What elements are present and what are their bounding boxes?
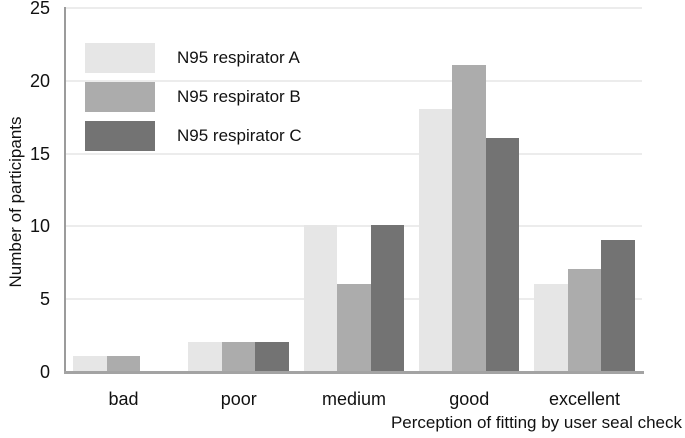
x-category-label-medium: medium [321,389,387,409]
legend-swatch-n95-respirator-a [85,43,155,73]
x-category-label-poor: poor [220,389,257,409]
bar-n95-respirator-c-good [485,138,520,371]
bar-n95-respirator-a-bad [73,356,107,371]
y-tick-label-20: 20 [29,70,50,91]
gridline-25 [66,7,642,9]
y-axis-line [64,7,66,373]
bar-n95-respirator-b-bad [106,356,140,371]
y-tick-label-0: 0 [39,362,50,382]
bar-group-poor [188,8,289,371]
bar-n95-respirator-a-poor [188,342,222,371]
bar-n95-respirator-b-good [452,65,486,371]
legend-item-n95-respirator-a: N95 respirator A [85,43,302,73]
bar-group-good [418,8,520,371]
x-axis-title: Perception of fitting by user seal check [390,413,682,432]
legend-item-n95-respirator-b: N95 respirator B [85,82,302,112]
legend-swatch-n95-respirator-b [85,82,155,112]
y-tick-label-10: 10 [29,216,50,237]
bar-n95-respirator-b-excellent [567,269,601,371]
legend-item-n95-respirator-c: N95 respirator C [85,121,302,151]
bar-group-bad [73,8,174,371]
y-axis-title: Number of participants [6,116,25,288]
gridline-20 [66,79,642,82]
legend-label-n95-respirator-c: N95 respirator C [177,126,302,145]
y-tick-label-25: 25 [29,0,50,18]
bar-n95-respirator-c-medium [370,225,404,371]
x-axis-line [64,371,644,374]
bar-n95-respirator-b-poor [221,342,256,371]
bar-n95-respirator-a-good [418,109,453,371]
gridline-10 [66,225,642,228]
legend-label-n95-respirator-a: N95 respirator A [177,48,300,67]
y-tick-label-5: 5 [39,289,50,310]
bar-n95-respirator-b-medium [337,284,371,371]
legend-swatch-n95-respirator-c [85,121,155,151]
bar-group-excellent [534,8,635,371]
bar-n95-respirator-a-medium [303,225,337,371]
x-category-label-good: good [449,389,490,409]
x-category-label-bad: bad [108,389,139,409]
bar-n95-respirator-c-excellent [601,240,635,371]
bar-n95-respirator-c-poor [255,342,289,371]
y-tick-label-15: 15 [29,143,50,164]
legend-label-n95-respirator-b: N95 respirator B [177,87,301,106]
bar-n95-respirator-a-excellent [534,284,568,371]
gridline-15 [66,152,642,155]
legend: N95 respirator A N95 respirator B N95 resp… [85,43,302,160]
x-category-label-excellent: excellent [548,389,621,409]
bar-group-medium [303,8,405,371]
